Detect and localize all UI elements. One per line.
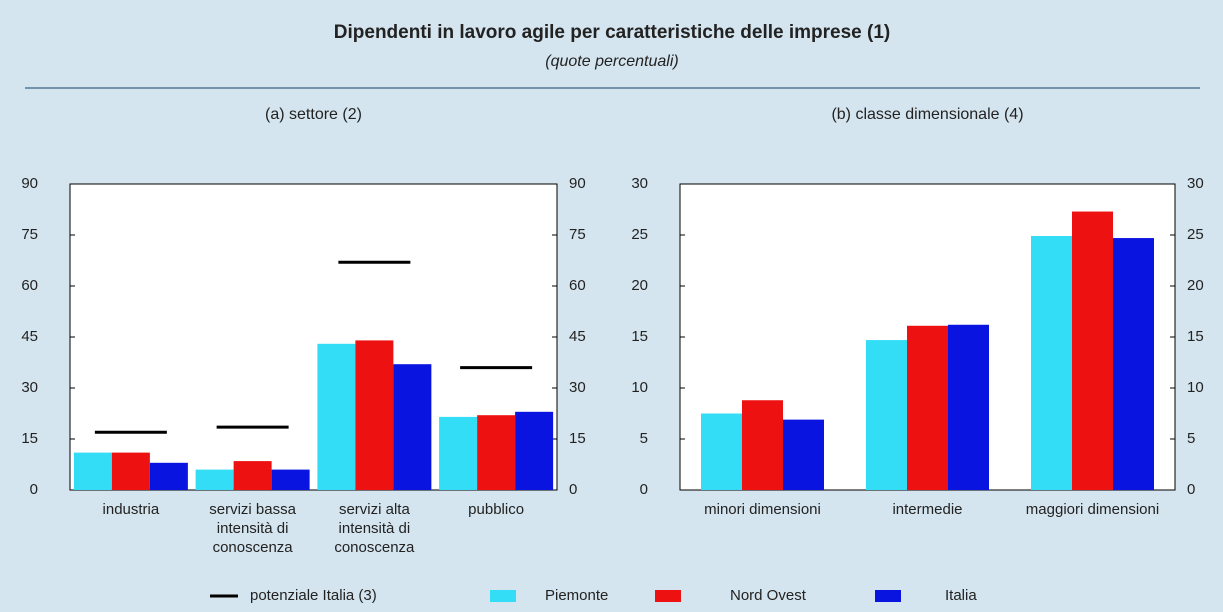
y-tick-label: 20 [631,277,648,294]
bar [355,340,394,490]
x-tick-label: intermedie [892,501,963,518]
bar [515,411,554,490]
legend-icon [490,590,516,602]
legend-icon [875,590,901,602]
y-tick-label: 90 [21,175,38,192]
legend-label: Italia [945,587,977,604]
bar [477,415,516,490]
bar [1072,211,1113,491]
y2-tick-label: 30 [1187,175,1204,192]
y-tick-label: 5 [640,430,648,447]
y2-tick-label: 90 [569,175,586,192]
y-tick-label: 75 [21,226,38,243]
legend-label: Nord Ovest [730,587,807,604]
y-tick-label: 10 [631,379,648,396]
bar [73,452,112,490]
x-tick-label: industria [102,501,160,518]
y2-tick-label: 15 [1187,328,1204,345]
title: Dipendenti in lavoro agile per caratteri… [334,22,890,43]
y2-tick-label: 5 [1187,430,1195,447]
y2-tick-label: 15 [569,430,586,447]
y2-tick-label: 10 [1187,379,1204,396]
y-tick-label: 25 [631,226,648,243]
bar [742,400,783,490]
y2-tick-label: 25 [1187,226,1204,243]
legend-label: Piemonte [545,587,608,604]
y-tick-label: 0 [30,481,38,498]
bar [1031,236,1072,490]
bar [783,419,824,490]
bar [701,413,742,490]
bar [195,469,234,490]
y2-tick-label: 30 [569,379,586,396]
y2-tick-label: 60 [569,277,586,294]
bar [271,469,310,490]
bar [907,325,948,490]
x-tick-label: maggiori dimensioni [1025,501,1160,518]
y-tick-label: 30 [21,379,38,396]
legend-icon [655,590,681,602]
y2-tick-label: 20 [1187,277,1204,294]
x-tick-label: minori dimensioni [704,501,821,518]
panel-subtitle: (b) classe dimensionale (4) [831,106,1023,123]
y-tick-label: 45 [21,328,38,345]
bar [1113,238,1154,490]
bar [948,324,989,490]
legend-label: potenziale Italia (3) [250,587,377,604]
y-tick-label: 15 [631,328,648,345]
y-tick-label: 15 [21,430,38,447]
x-tick-label: servizi bassa intensità di conoscenza [209,501,296,556]
panel-subtitle: (a) settore (2) [265,106,362,123]
bar [149,462,188,490]
subtitle: (quote percentuali) [545,53,678,70]
bar [317,343,356,490]
bar [393,364,432,490]
bar [233,461,272,490]
y-tick-label: 0 [640,481,648,498]
bar [439,416,478,490]
y-tick-label: 60 [21,277,38,294]
y2-tick-label: 0 [1187,481,1195,498]
x-tick-label: pubblico [468,501,525,518]
y2-tick-label: 75 [569,226,586,243]
y2-tick-label: 0 [569,481,577,498]
y-tick-label: 30 [631,175,648,192]
y2-tick-label: 45 [569,328,586,345]
x-tick-label: servizi alta intensità di conoscenza [334,501,415,556]
bar [111,452,150,490]
bar [866,340,907,490]
